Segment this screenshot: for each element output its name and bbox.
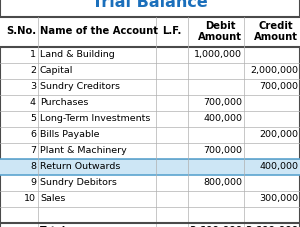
Text: 1,000,000: 1,000,000 <box>194 50 242 59</box>
Bar <box>0 17 300 47</box>
Text: Credit
Amount: Credit Amount <box>254 21 298 42</box>
Text: 8: 8 <box>30 162 36 171</box>
Text: Sales: Sales <box>40 194 65 203</box>
Text: Return Outwards: Return Outwards <box>40 162 120 171</box>
Text: 400,000: 400,000 <box>203 114 242 123</box>
Text: 5: 5 <box>30 114 36 123</box>
Text: 200,000: 200,000 <box>259 130 298 139</box>
Text: 700,000: 700,000 <box>203 98 242 107</box>
Text: Plant & Machinery: Plant & Machinery <box>40 146 127 155</box>
Text: Total: Total <box>40 226 66 227</box>
Text: 10: 10 <box>24 194 36 203</box>
Text: 400,000: 400,000 <box>259 162 298 171</box>
Text: 3: 3 <box>30 82 36 91</box>
Bar <box>0 158 300 175</box>
Text: Land & Building: Land & Building <box>40 50 115 59</box>
Text: Capital: Capital <box>40 66 74 75</box>
Text: Sundry Debitors: Sundry Debitors <box>40 178 117 187</box>
Text: 1: 1 <box>30 50 36 59</box>
Text: Bills Payable: Bills Payable <box>40 130 100 139</box>
Text: Trial Balance: Trial Balance <box>92 0 208 10</box>
Text: L.F.: L.F. <box>162 27 182 37</box>
Text: Name of the Account: Name of the Account <box>40 27 158 37</box>
Text: Purchases: Purchases <box>40 98 88 107</box>
Text: S.No.: S.No. <box>6 27 36 37</box>
Text: Sundry Creditors: Sundry Creditors <box>40 82 120 91</box>
Text: 3,600,000: 3,600,000 <box>189 226 242 227</box>
Text: 7: 7 <box>30 146 36 155</box>
Text: 300,000: 300,000 <box>259 194 298 203</box>
Text: 3,600,000: 3,600,000 <box>245 226 298 227</box>
Text: 6: 6 <box>30 130 36 139</box>
Text: Debit
Amount: Debit Amount <box>198 21 242 42</box>
Text: 4: 4 <box>30 98 36 107</box>
Text: Long-Term Investments: Long-Term Investments <box>40 114 150 123</box>
Text: 800,000: 800,000 <box>203 178 242 187</box>
Text: 700,000: 700,000 <box>203 146 242 155</box>
Text: 700,000: 700,000 <box>259 82 298 91</box>
Text: 2: 2 <box>30 66 36 75</box>
Text: 9: 9 <box>30 178 36 187</box>
Text: 2,000,000: 2,000,000 <box>250 66 298 75</box>
